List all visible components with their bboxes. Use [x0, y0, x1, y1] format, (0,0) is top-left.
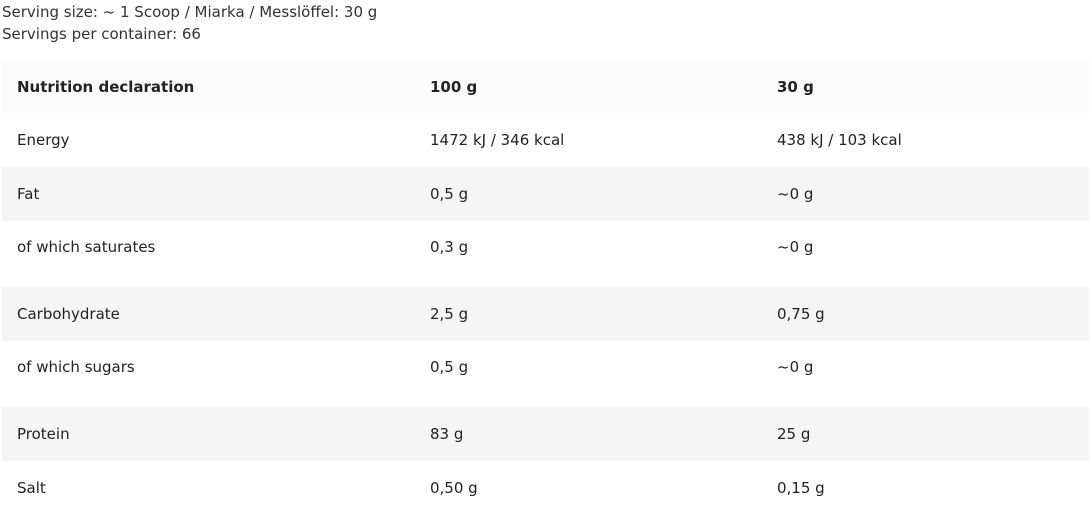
- per-30g: ~0 g: [777, 358, 814, 376]
- per-100g: 0,5 g: [430, 358, 469, 376]
- per-30g: 0,75 g: [777, 305, 825, 323]
- per-30g: 0,15 g: [777, 479, 825, 497]
- nutrient: Carbohydrate: [17, 305, 120, 323]
- nutrient: Energy: [17, 131, 70, 149]
- per-30g: 438 kJ / 103 kcal: [777, 131, 902, 149]
- nutrition-table: Nutrition declaration 100 g 30 g Energy 1…: [2, 60, 1089, 515]
- per-100g: 1472 kJ / 346 kcal: [430, 131, 565, 149]
- nutrient: of which sugars: [17, 358, 135, 376]
- table-row: of which saturates 0,3 g ~0 g: [2, 221, 1089, 287]
- header-nutrition: Nutrition declaration: [17, 77, 195, 96]
- serving-size: Serving size: ~ 1 Scoop / Miarka / Messl…: [2, 3, 378, 21]
- per-100g: 0,5 g: [430, 185, 469, 203]
- nutrient: Protein: [17, 425, 70, 443]
- nutrient: of which saturates: [17, 238, 156, 256]
- per-30g: ~0 g: [777, 238, 814, 256]
- table-row: Energy 1472 kJ / 346 kcal 438 kJ / 103 kca…: [2, 113, 1089, 167]
- header-100g: 100 g: [430, 77, 478, 96]
- per-100g: 0,50 g: [430, 479, 478, 497]
- table-row: of which sugars 0,5 g ~0 g: [2, 341, 1089, 407]
- nutrient: Fat: [17, 185, 40, 203]
- per-100g: 0,3 g: [430, 238, 469, 256]
- per-100g: 83 g: [430, 425, 464, 443]
- table-row: Salt 0,50 g 0,15 g: [2, 461, 1089, 515]
- nutrient: Salt: [17, 479, 46, 497]
- table-row: Fat 0,5 g ~0 g: [2, 167, 1089, 221]
- table-row: Protein 83 g 25 g: [2, 407, 1089, 461]
- table-header: Nutrition declaration 100 g 30 g: [2, 60, 1089, 113]
- table-row: Carbohydrate 2,5 g 0,75 g: [2, 287, 1089, 341]
- servings-per-container: Servings per container: 66: [2, 25, 201, 43]
- per-30g: ~0 g: [777, 185, 814, 203]
- header-30g: 30 g: [777, 77, 814, 96]
- per-100g: 2,5 g: [430, 305, 469, 323]
- per-30g: 25 g: [777, 425, 811, 443]
